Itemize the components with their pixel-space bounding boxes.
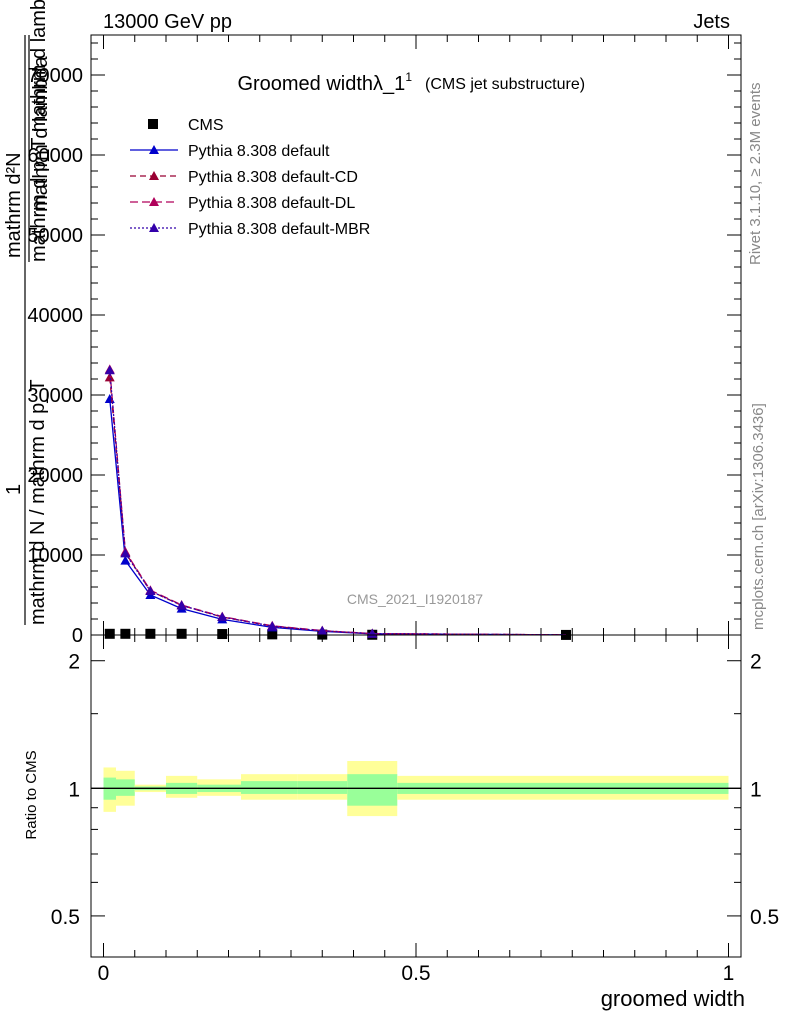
y-label-den2: mathrm d N / mathrm d p_T [27,379,49,625]
ratio-band-inner [297,781,348,794]
ratio-band-inner [116,779,135,796]
series-marker [104,365,115,375]
cms-data-point [145,628,156,639]
y-tick-label: 50000 [27,225,83,247]
legend-marker [149,145,159,154]
ratio-y-tick-label: 0.5 [51,906,80,929]
cms-data-point [217,629,228,640]
legend-marker [149,223,159,232]
series-marker [217,612,228,621]
y-tick-label: 70000 [27,65,83,87]
y-label-num1: mathrm d²N [3,152,25,258]
legend-marker-cms [148,119,158,129]
ratio-y-tick-label-right: 0.5 [750,906,779,929]
legend-label: CMS [188,117,224,134]
legend-label: Pythia 8.308 default-DL [188,195,355,212]
y-label-den1: mathrm d p_T mathrm d lambda [28,0,50,262]
y-tick-label: 30000 [27,385,83,407]
cms-data-point [104,628,115,639]
cms-data-point [176,628,187,639]
series-line [109,398,567,636]
series-line [109,370,567,636]
legend-label: Pythia 8.308 default-CD [188,169,358,186]
series-marker [176,600,187,610]
main-panel: 0 10000 20000 30000 40000 50000 60000 70000 Gro… [3,0,742,647]
series-marker [120,555,131,565]
ratio-y-tick-label: 1 [68,778,80,801]
legend-label: Pythia 8.308 default [188,143,330,160]
legend: CMS Pythia 8.308 default Pythia 8.308 defa… [130,117,370,238]
ratio-band-inner [241,781,298,794]
cms-data-point [267,629,278,640]
mcplots-label: mcplots.cern.ch [arXiv:1306.3436] [750,403,767,630]
series-line [109,369,567,636]
y-axis-label: mathrm d²N mathrm d p_T mathrm d lambda … [3,0,52,625]
series-line [109,377,567,636]
series-marker [145,586,156,595]
y-label-one: 1 [3,484,25,495]
series-marker [267,621,278,631]
x-axis-label: groomed width [601,986,745,1011]
legend-marker [149,171,159,180]
x-tick-label: 0 [98,962,110,985]
y-tick-label: 40000 [27,305,83,327]
ratio-y-tick-label-right: 1 [750,778,762,801]
header-left: 13000 GeV pp [103,11,232,33]
y-tick-label: 10000 [27,545,83,567]
series-marker [317,625,328,635]
series-marker [120,548,131,558]
y-tick-label: 60000 [27,145,83,167]
watermark: CMS_2021_I1920187 [347,591,483,607]
chart-subtitle: (CMS jet substructure) [425,76,585,93]
x-tick-label: 0.5 [401,962,430,985]
legend-marker [149,197,159,206]
ratio-y-label: Ratio to CMS [23,750,40,839]
cms-data-point [120,628,131,639]
y-label-den-lambda: mathrm d lambda [30,56,52,212]
ratio-band-inner [347,774,398,806]
x-tick-label: 1 [723,962,735,985]
y-tick-label: 0 [72,625,83,647]
ratio-y-tick-label: 2 [68,651,80,674]
series-marker [104,394,115,403]
ratio-y-tick-label-right: 2 [750,651,762,674]
rivet-label: Rivet 3.1.10, ≥ 2.3M events [747,83,764,266]
chart-title: Groomed widthλ_11 [237,70,412,95]
legend-label: Pythia 8.308 default-MBR [188,221,370,238]
header-right: Jets [693,11,730,33]
ratio-panel: 0.5 0.5 1 1 2 2 0 0.5 1 Ratio to CMS groomed wid… [23,634,779,1011]
y-tick-label: 20000 [27,465,83,487]
